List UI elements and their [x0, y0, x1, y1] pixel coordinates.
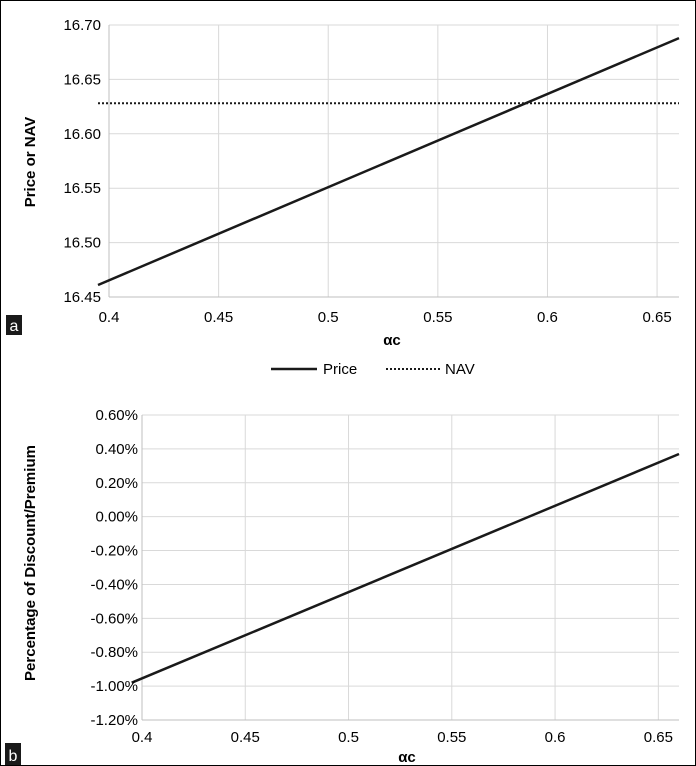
x-tick-label-b: 0.6 — [545, 729, 566, 746]
y-tick-label-a: 16.50 — [63, 235, 101, 252]
y-tick-label-a: 16.70 — [63, 17, 101, 34]
y-tick-label-b: -0.40% — [90, 576, 138, 593]
y-axis-title-b: Percentage of Discount/Premium — [22, 445, 39, 681]
y-tick-label-b: 0.20% — [95, 475, 138, 492]
y-tick-label-b: -1.20% — [90, 712, 138, 729]
x-tick-label-a: 0.6 — [537, 309, 558, 326]
y-tick-label-b: -0.80% — [90, 644, 138, 661]
y-tick-label-b: -1.00% — [90, 678, 138, 695]
x-tick-label-a: 0.5 — [318, 309, 339, 326]
grid-a — [108, 24, 679, 298]
y-axis-title-a: Price or NAV — [22, 117, 39, 208]
panel-label-bg-b — [5, 743, 21, 765]
panel-label-a: a — [10, 318, 19, 335]
x-tick-label-b: 0.5 — [338, 729, 359, 746]
x-tick-label-b: 0.55 — [437, 729, 466, 746]
series-line-price — [97, 36, 680, 287]
y-tick-label-b: -0.60% — [90, 610, 138, 627]
legend: Price NAV — [271, 361, 475, 378]
x-tick-label-a: 0.65 — [642, 309, 671, 326]
x-tick-label-a: 0.45 — [204, 309, 233, 326]
x-tick-label-a: 0.55 — [423, 309, 452, 326]
y-ticks-b: -1.20% -1.00% -0.80% -0.60% -0.40% -0.20% 0.00… — [90, 407, 138, 729]
grid-b — [141, 414, 679, 721]
y-tick-label-a: 16.65 — [63, 71, 101, 88]
y-tick-label-a: 16.45 — [63, 289, 101, 306]
legend-label-price: Price — [323, 361, 357, 378]
panel-label-b: b — [9, 748, 18, 765]
y-tick-label-b: 0.40% — [95, 441, 138, 458]
y-tick-label-b: -0.20% — [90, 543, 138, 560]
x-axis-title-a: αc — [383, 332, 401, 349]
series-line-b — [131, 452, 680, 684]
x-ticks-b: 0.4 0.45 0.5 0.55 0.6 0.65 — [132, 729, 673, 746]
y-ticks-a: 16.45 16.50 16.55 16.60 16.65 16.70 — [63, 17, 101, 306]
legend-label-nav: NAV — [445, 361, 475, 378]
series-a — [97, 36, 680, 287]
y-tick-label-b: 0.00% — [95, 509, 138, 526]
x-ticks-a: 0.4 0.45 0.5 0.55 0.6 0.65 — [99, 309, 672, 326]
y-tick-label-a: 16.55 — [63, 180, 101, 197]
x-tick-label-b: 0.65 — [644, 729, 673, 746]
x-tick-label-b: 0.45 — [231, 729, 260, 746]
series-b — [131, 452, 680, 684]
y-tick-label-b: 0.60% — [95, 407, 138, 424]
y-tick-label-a: 16.60 — [63, 126, 101, 143]
x-tick-label-b: 0.4 — [132, 729, 153, 746]
x-axis-title-b: αc — [398, 749, 416, 765]
chart-panel-b: -1.20% -1.00% -0.80% -0.60% -0.40% -0.20% 0.00… — [5, 407, 680, 765]
panel-label-bg-a — [6, 315, 22, 335]
x-tick-label-a: 0.4 — [99, 309, 120, 326]
